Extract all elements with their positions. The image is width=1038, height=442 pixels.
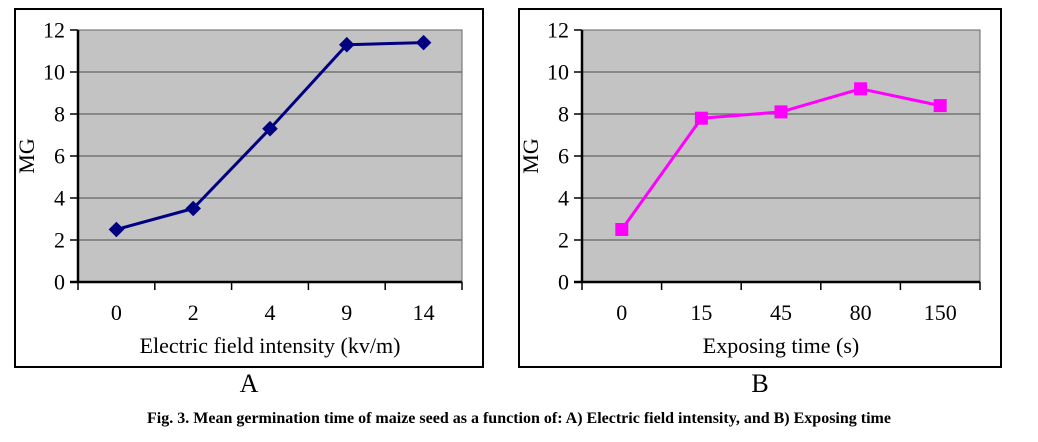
- y-tick-label: 6: [558, 144, 569, 169]
- data-point-marker: [694, 111, 708, 125]
- y-ticks: 0 2 4 6 8 10 12: [43, 18, 78, 295]
- x-tick-label: 0: [616, 300, 627, 325]
- y-tick-label: 12: [547, 18, 569, 43]
- x-tick-label: 80: [850, 300, 872, 325]
- y-tick-label: 12: [43, 18, 65, 43]
- x-ticks: 0 2 4 9 14: [77, 282, 463, 325]
- panel-label-b: B: [751, 369, 769, 398]
- data-point-marker: [933, 99, 947, 113]
- y-axis-title: MG: [520, 138, 543, 174]
- data-point-marker: [185, 200, 201, 217]
- y-tick-label: 10: [43, 60, 65, 85]
- data-point-marker: [615, 223, 629, 236]
- x-axis-title: Electric field intensity (kv/m): [140, 333, 401, 358]
- chart-box-a: 0 2 4 6 8 10 12 0 2 4 9 14 Electric field intensity …: [14, 8, 484, 368]
- x-axis-title: Exposing time (s): [703, 333, 859, 358]
- x-tick-label: 14: [413, 300, 435, 325]
- x-tick-label: 4: [265, 300, 276, 325]
- chart-box-b: 0 2 4 6 8 10 12 0 15 45 80 150 Exposing time (s) MG: [518, 8, 1002, 368]
- chart-panel-b: 0 2 4 6 8 10 12 0 15 45 80 150 Exposing time (s) MG B: [518, 8, 1002, 399]
- x-ticks: 0 15 45 80 150: [581, 282, 981, 325]
- x-tick-label: 150: [924, 300, 957, 325]
- gridlines: [582, 71, 980, 241]
- x-tick-label: 0: [111, 300, 122, 325]
- gridlines: [78, 71, 462, 241]
- data-point-marker: [108, 221, 125, 238]
- y-tick-label: 2: [54, 228, 65, 253]
- panel-label-a: A: [239, 369, 259, 398]
- panels-row: 0 2 4 6 8 10 12 0 2 4 9 14 Electric field intensity …: [14, 8, 1002, 399]
- y-tick-label: 2: [558, 228, 569, 253]
- y-tick-label: 4: [558, 186, 569, 211]
- y-axis-title: MG: [16, 138, 39, 174]
- chart-a: 0 2 4 6 8 10 12 0 2 4 9 14 Electric field intensity …: [14, 18, 463, 358]
- chart-b: 0 2 4 6 8 10 12 0 15 45 80 150 Exposing time (s) MG: [518, 18, 981, 358]
- chart-panel-a: 0 2 4 6 8 10 12 0 2 4 9 14 Electric field intensity …: [14, 8, 484, 399]
- y-ticks: 0 2 4 6 8 10 12: [547, 18, 582, 295]
- x-tick-label: 15: [690, 300, 712, 325]
- y-tick-label: 0: [558, 270, 569, 295]
- x-tick-label: 9: [341, 300, 352, 325]
- data-point-marker: [774, 105, 788, 119]
- x-tick-label: 2: [188, 300, 199, 325]
- y-tick-label: 10: [547, 60, 569, 85]
- y-tick-label: 8: [54, 102, 65, 127]
- y-tick-label: 4: [54, 186, 65, 211]
- figure-caption: Fig. 3. Mean germination time of maize s…: [147, 410, 891, 427]
- y-tick-label: 0: [54, 270, 65, 295]
- x-tick-label: 45: [770, 300, 792, 325]
- y-tick-label: 6: [54, 144, 65, 169]
- data-point-marker: [854, 82, 868, 96]
- y-tick-label: 8: [558, 102, 569, 127]
